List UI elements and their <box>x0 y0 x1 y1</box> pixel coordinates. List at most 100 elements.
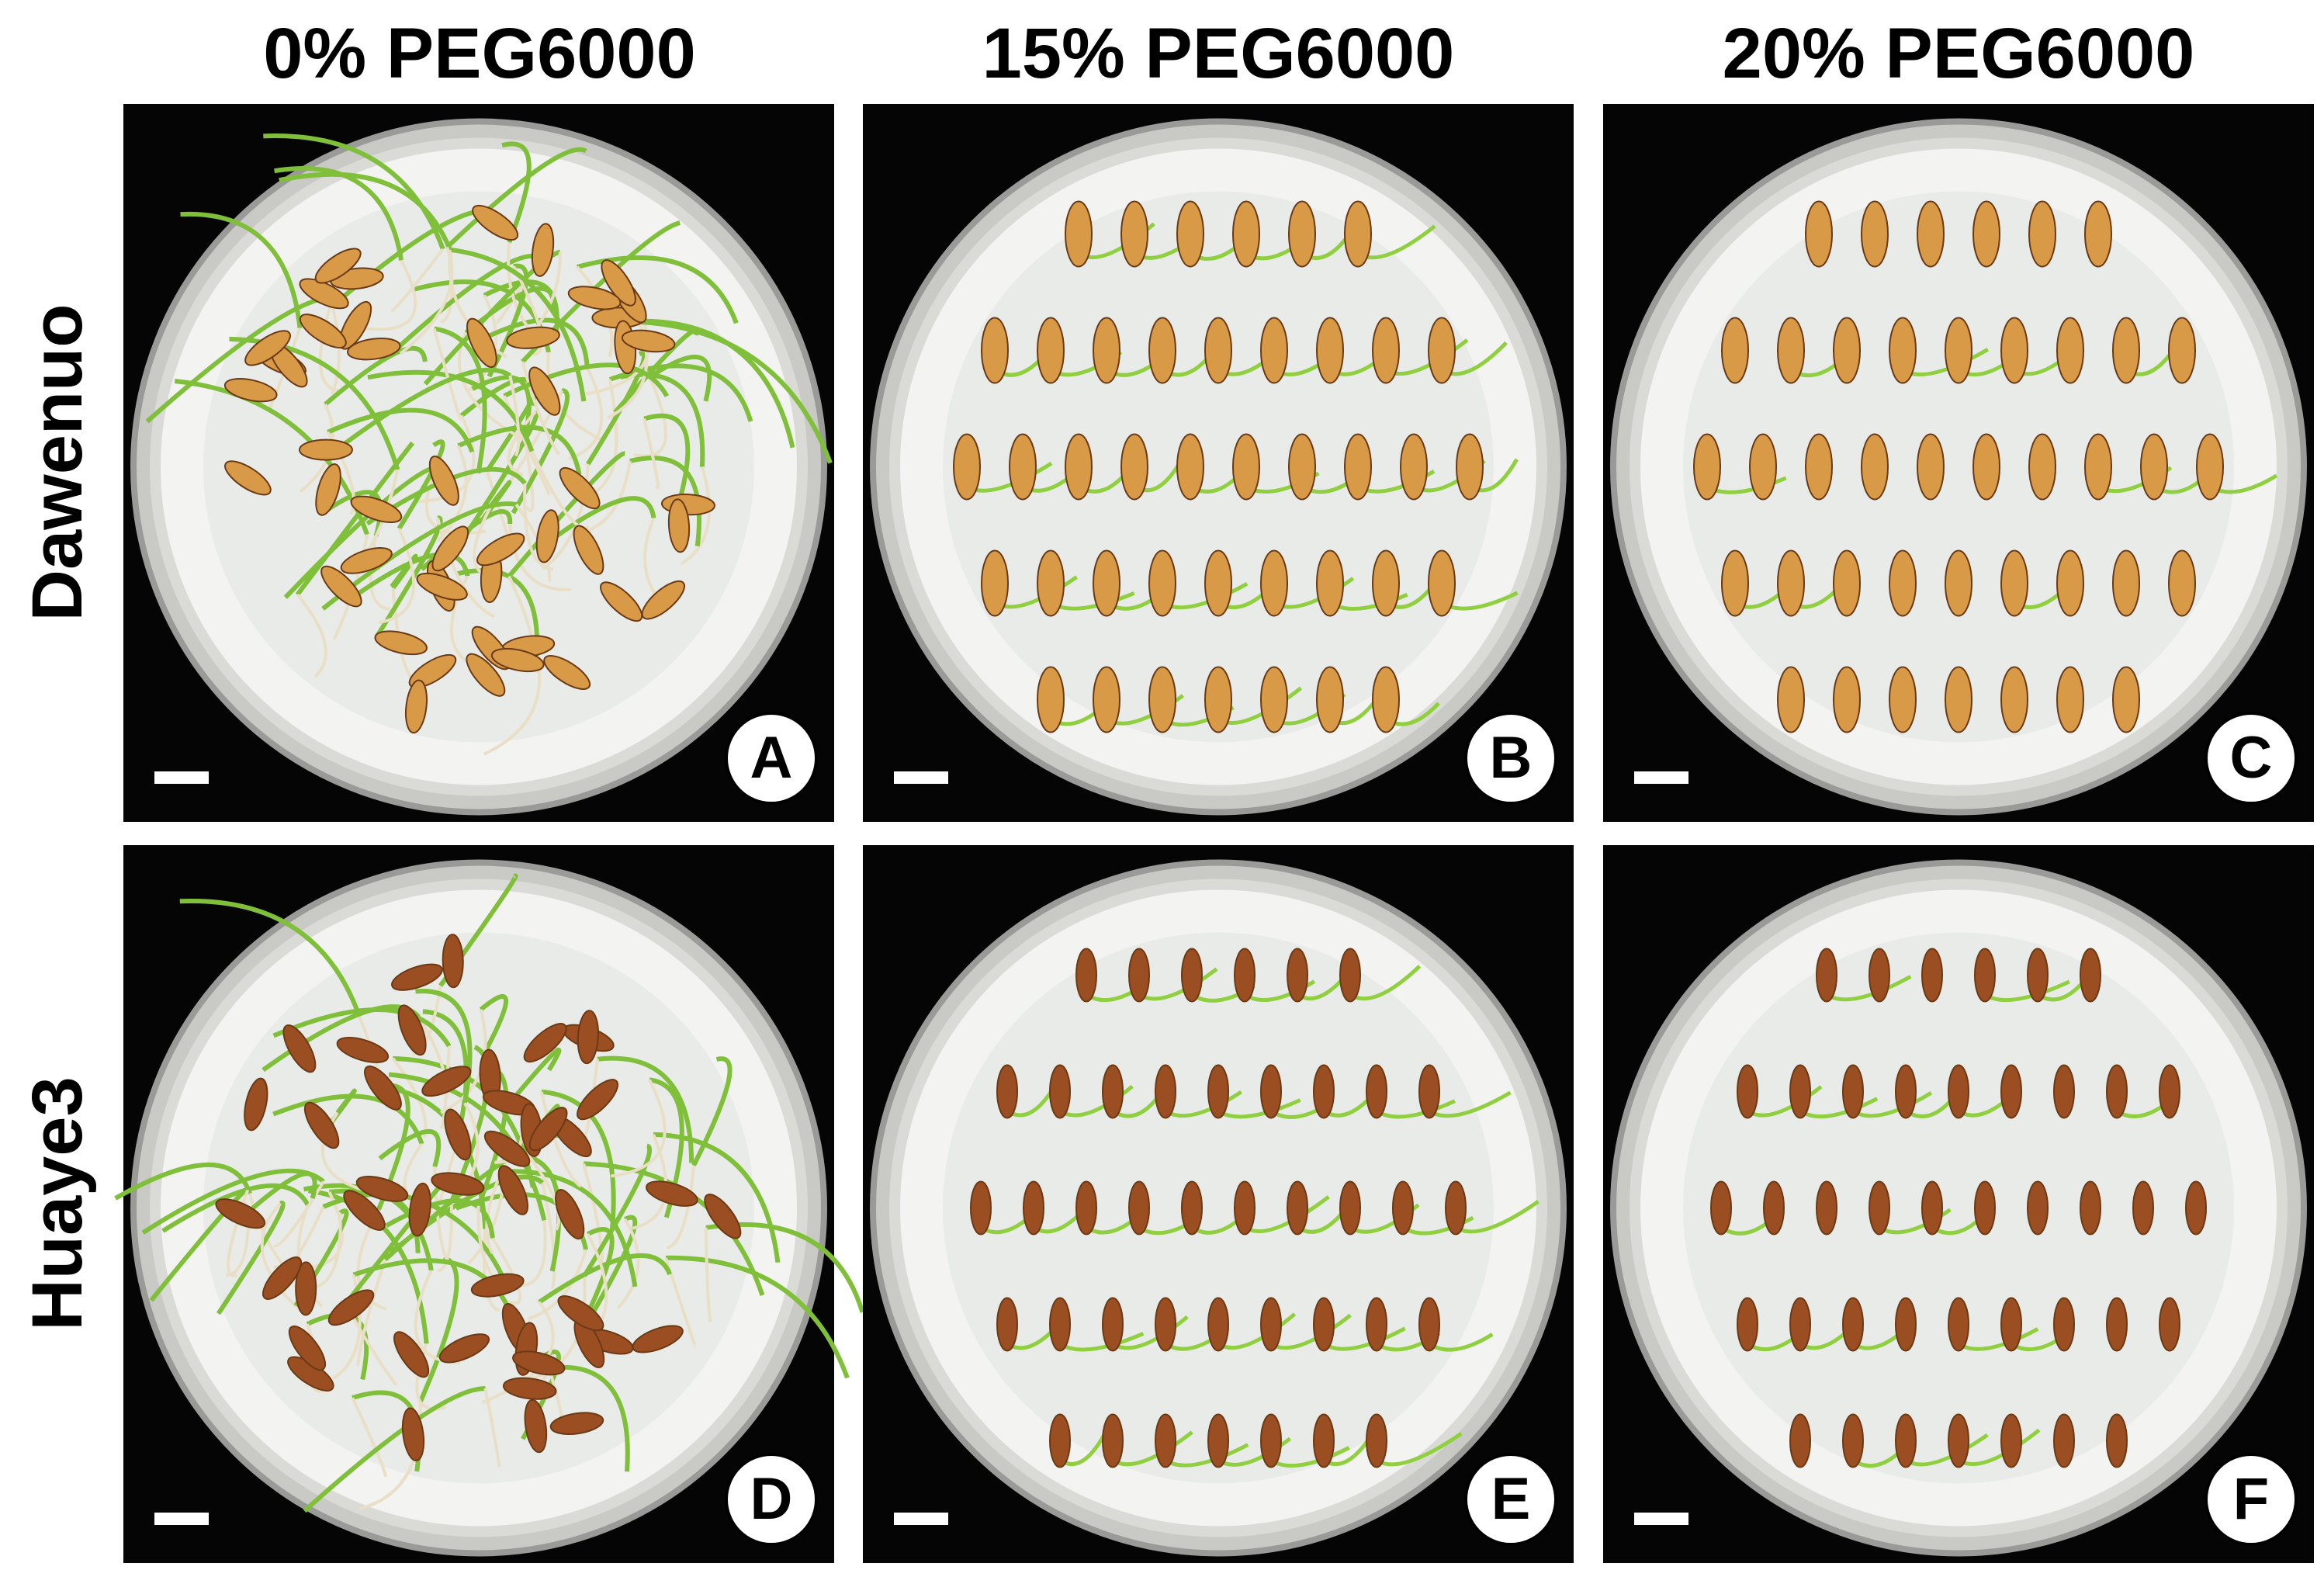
seed <box>2168 317 2196 384</box>
seed <box>1316 317 1344 384</box>
panel-letter-badge <box>1464 1453 1557 1546</box>
seed <box>1948 1297 1969 1352</box>
scale-bar <box>894 771 948 784</box>
seed <box>512 1350 566 1376</box>
seed <box>535 509 559 563</box>
shoot <box>306 1312 369 1381</box>
root <box>491 1237 522 1305</box>
seed <box>470 1273 525 1298</box>
shoot <box>541 1089 616 1230</box>
seed <box>1777 317 1805 384</box>
seed <box>343 1190 386 1231</box>
seed <box>1816 948 1837 1003</box>
seed <box>1260 1297 1282 1352</box>
seed <box>2196 433 2224 501</box>
seed <box>1789 1413 1811 1468</box>
seed <box>646 1180 698 1207</box>
seed <box>1805 433 1833 501</box>
seed <box>577 1010 599 1065</box>
seed <box>1128 1180 1150 1236</box>
seed <box>1339 1180 1361 1236</box>
seed <box>408 653 457 688</box>
seed <box>1344 433 1372 501</box>
seed <box>299 314 347 348</box>
shoot <box>367 369 535 452</box>
root <box>525 1152 561 1231</box>
seed <box>981 317 1009 384</box>
seed <box>408 1182 431 1237</box>
seed <box>2000 1064 2022 1119</box>
seed <box>2056 666 2084 733</box>
seed <box>543 655 591 690</box>
root <box>390 248 445 314</box>
seed <box>557 1295 604 1332</box>
seed <box>2112 317 2140 384</box>
seed <box>1721 549 1749 617</box>
panel-letter: F <box>2233 1466 2269 1532</box>
root <box>616 1218 640 1309</box>
seed <box>1921 1180 1943 1236</box>
shoot <box>272 1093 424 1145</box>
seed <box>404 679 428 734</box>
seed <box>401 1407 425 1462</box>
seed <box>1737 1297 1758 1352</box>
seed <box>1372 549 1400 617</box>
seed <box>1721 317 1749 384</box>
root <box>399 246 454 355</box>
seed <box>1316 666 1344 733</box>
seed <box>1234 1180 1256 1236</box>
panel-letter-badge <box>2205 1453 2298 1546</box>
seed <box>288 1325 327 1371</box>
seed <box>1917 200 1945 268</box>
shoot <box>263 133 445 250</box>
root <box>360 259 417 331</box>
shoot <box>665 1255 850 1379</box>
seed <box>1148 317 1176 384</box>
seed <box>2000 1297 2022 1352</box>
root <box>483 655 541 756</box>
shoot <box>374 515 443 638</box>
seed <box>1102 1413 1124 1468</box>
seed <box>621 329 676 353</box>
shoot <box>586 1227 615 1311</box>
seed <box>2106 1297 2128 1352</box>
seed <box>1128 948 1150 1003</box>
shoot <box>390 553 418 590</box>
seed <box>1842 1297 1864 1352</box>
seed <box>262 1256 303 1300</box>
seed <box>1895 1297 1917 1352</box>
seed <box>1207 1297 1229 1352</box>
shoot <box>365 466 527 526</box>
seed <box>223 378 278 403</box>
seed <box>632 1325 684 1353</box>
shoot <box>501 141 532 244</box>
shoot <box>423 249 561 386</box>
seed <box>490 647 545 673</box>
root <box>296 593 327 678</box>
seed <box>1009 433 1037 501</box>
seed <box>1075 948 1097 1003</box>
seed <box>1204 317 1232 384</box>
shoot <box>327 407 475 453</box>
panel-letter: A <box>750 725 793 791</box>
seed <box>1232 433 1260 501</box>
seed <box>327 1289 375 1326</box>
root <box>582 1163 604 1268</box>
shoot <box>216 1201 286 1315</box>
seed <box>355 1176 409 1202</box>
seed <box>224 460 272 496</box>
seed <box>1921 948 1943 1003</box>
seed <box>2185 1180 2207 1236</box>
seed <box>1895 1413 1917 1468</box>
seed <box>667 498 691 553</box>
seed <box>1366 1297 1387 1352</box>
seed <box>1260 1413 1282 1468</box>
seed <box>641 580 685 620</box>
root <box>439 1045 451 1129</box>
seed <box>1777 549 1805 617</box>
seed <box>2106 1064 2128 1119</box>
seed <box>1833 317 1861 384</box>
panel-letter: E <box>1491 1466 1531 1532</box>
root <box>539 1091 582 1188</box>
